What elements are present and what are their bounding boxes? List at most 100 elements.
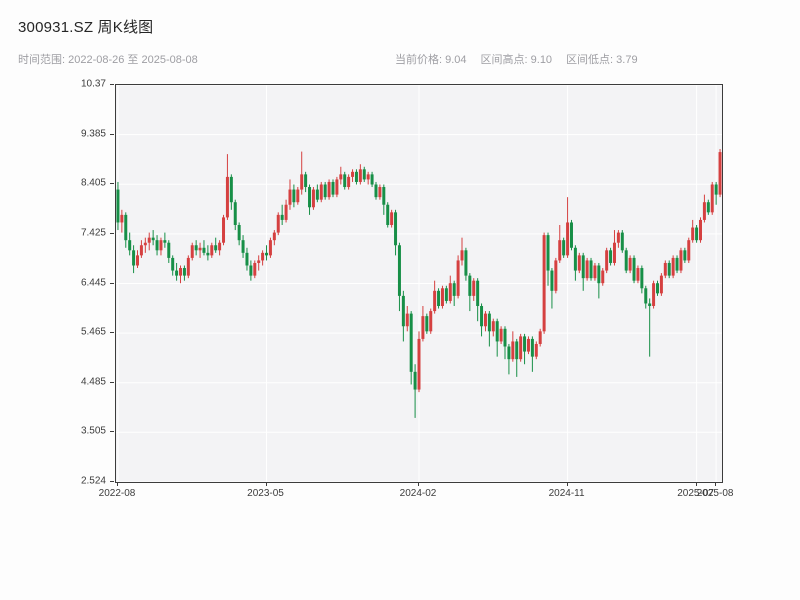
candle [491, 318, 495, 337]
candle-body [268, 240, 272, 256]
candle [327, 179, 331, 200]
candle-body [280, 214, 284, 220]
candle-body [425, 316, 429, 332]
candle [308, 184, 312, 215]
candle-body [257, 260, 261, 263]
candle-body [304, 174, 308, 188]
candle-body [194, 245, 198, 251]
candle [116, 181, 120, 231]
candle-body [311, 189, 315, 208]
candle [265, 245, 269, 261]
candle-body [534, 343, 538, 357]
candle [194, 240, 198, 256]
candle-body [343, 174, 347, 188]
candle [616, 230, 620, 248]
candle [214, 237, 218, 253]
candle [507, 343, 511, 375]
candle [272, 230, 276, 246]
candle [495, 318, 499, 357]
candle [472, 278, 476, 301]
candle [683, 247, 687, 263]
candle [202, 240, 206, 256]
candle [714, 181, 718, 205]
candle-body [550, 270, 554, 291]
candle-body [159, 240, 163, 251]
candle [362, 166, 366, 182]
candle [706, 199, 710, 215]
candle-body [167, 242, 171, 258]
candle-body [460, 250, 464, 261]
candle [487, 311, 491, 347]
candle-body [612, 242, 616, 263]
candle [280, 204, 284, 225]
candle-body [480, 306, 484, 327]
candle [695, 225, 699, 243]
candle-body [718, 152, 722, 195]
candle-body [546, 235, 550, 271]
candle-body [151, 237, 155, 241]
candle-body [691, 227, 695, 241]
candle-body [374, 184, 378, 198]
candle [585, 257, 589, 281]
candle [139, 240, 143, 258]
candle-body [542, 235, 546, 332]
candle [691, 219, 695, 243]
candle [620, 230, 624, 253]
y-tick-label: 9.385 [80, 128, 106, 140]
candle-body [394, 212, 398, 246]
candle-body [632, 257, 636, 281]
candle [292, 184, 296, 208]
candle-body [648, 303, 652, 306]
candle-body [659, 275, 663, 294]
candle [206, 245, 210, 261]
candle-body [308, 187, 312, 208]
candle-body [687, 240, 691, 261]
candle-body [503, 328, 507, 347]
candle [554, 257, 558, 294]
candle-body [652, 283, 656, 306]
candle-body [554, 260, 558, 291]
candle-body [378, 187, 382, 198]
candle-body [523, 336, 527, 352]
candle [222, 214, 226, 246]
candle-body [214, 245, 218, 251]
candle-body [413, 371, 417, 390]
candle-body [699, 219, 702, 241]
candle [655, 280, 659, 296]
candle [573, 245, 577, 281]
candle-body [186, 257, 190, 276]
candle [288, 179, 292, 210]
candle-body [143, 242, 147, 246]
candle-body [272, 232, 276, 241]
candle [120, 209, 124, 233]
candle-body [347, 176, 351, 188]
candle-body [128, 240, 132, 251]
candle [304, 171, 308, 193]
candle-body [124, 214, 128, 241]
candle-body [335, 179, 339, 195]
candle-body [300, 174, 304, 190]
candle [417, 331, 421, 393]
candle [632, 255, 636, 284]
candle-body [202, 247, 206, 253]
candle-body [206, 252, 210, 256]
candle-body [675, 257, 679, 271]
candle-body [233, 202, 237, 225]
candle [276, 212, 280, 236]
candle [261, 250, 265, 266]
candle-body [370, 174, 374, 185]
candle [370, 171, 374, 188]
y-tick-mark [110, 481, 114, 482]
candle-body [644, 288, 648, 304]
candle [597, 262, 601, 299]
candle [374, 181, 378, 200]
candle-body [358, 169, 362, 182]
y-tick-label: 6.445 [80, 277, 106, 288]
candle-body [132, 250, 136, 266]
price-stats: 当前价格: 9.04 区间高点: 9.10 区间低点: 3.79 [395, 51, 652, 67]
candle-body [616, 232, 620, 243]
candle [124, 212, 128, 248]
candle [612, 230, 616, 266]
candle-body [354, 171, 358, 182]
candle [175, 262, 179, 281]
